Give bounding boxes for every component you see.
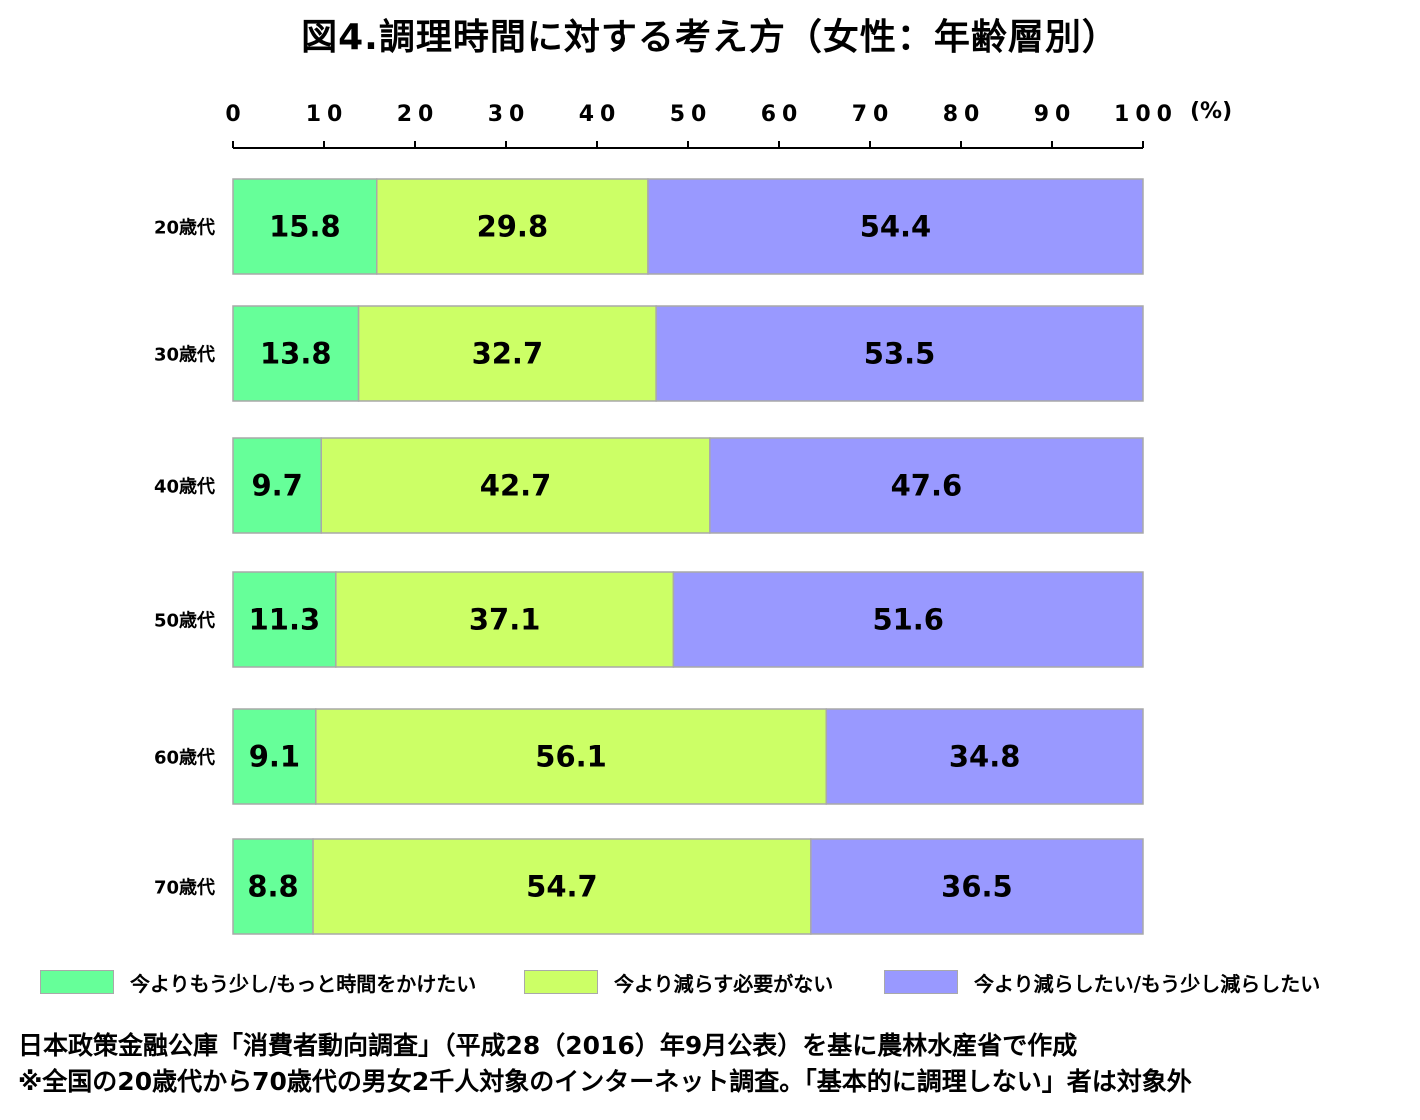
data-label: 13.8 xyxy=(260,337,332,371)
data-label: 47.6 xyxy=(891,469,963,503)
legend-label: 今より減らしたい/もう少し減らしたい xyxy=(974,972,1321,996)
x-tick-label: 20 xyxy=(397,102,440,127)
x-tick-label: 40 xyxy=(579,102,622,127)
data-label: 34.8 xyxy=(949,740,1021,774)
bar-segment xyxy=(357,305,657,402)
bar-segment xyxy=(825,708,1144,805)
category-label: 60歳代 xyxy=(154,748,215,769)
bar-segment xyxy=(647,178,1144,275)
chart-title: 図4.調理時間に対する考え方（女性：年齢層別） xyxy=(301,17,1119,58)
x-tick-label: 100 xyxy=(1114,102,1178,127)
legend-swatch xyxy=(524,970,598,994)
x-tick-label: 10 xyxy=(306,102,349,127)
bar-segment xyxy=(315,708,828,805)
data-label: 32.7 xyxy=(472,337,544,371)
bar-segment xyxy=(232,437,323,534)
category-labels: 20歳代 30歳代 40歳代 50歳代 60歳代 70歳代 xyxy=(154,218,215,899)
data-label: 8.8 xyxy=(247,870,298,904)
bar-segment xyxy=(320,437,711,534)
category-label: 20歳代 xyxy=(154,218,215,239)
source-note: 日本政策金融公庫「消費者動向調査」（平成28（2016）年9月公表）を基に農林水… xyxy=(18,1031,1078,1060)
data-label: 51.6 xyxy=(872,603,944,637)
data-label: 54.4 xyxy=(860,210,932,244)
data-label: 15.8 xyxy=(269,210,341,244)
bar-segment xyxy=(655,305,1144,402)
data-label: 11.3 xyxy=(249,603,321,637)
x-tick-label: 30 xyxy=(488,102,531,127)
stacked-bar-chart: 0 10 20 30 40 50 60 70 80 90 100 (%) 20歳代 30歳代 40歳代 50… xyxy=(154,99,1232,935)
legend-label: 今よりもう少し/もっと時間をかけたい xyxy=(130,972,477,996)
data-label: 56.1 xyxy=(535,740,607,774)
data-label: 54.7 xyxy=(526,870,598,904)
bar-segment xyxy=(810,838,1144,935)
category-label: 50歳代 xyxy=(154,611,215,632)
x-tick-label: 60 xyxy=(761,102,804,127)
legend-label: 今より減らす必要がない xyxy=(614,972,834,996)
bar-segment xyxy=(672,571,1144,668)
data-label: 53.5 xyxy=(864,337,936,371)
survey-note: ※全国の20歳代から70歳代の男女2千人対象のインターネット調査。「基本的に調理… xyxy=(18,1067,1192,1096)
data-label: 29.8 xyxy=(477,210,549,244)
x-tick-label: 80 xyxy=(943,102,986,127)
x-axis-unit: (%) xyxy=(1190,99,1232,124)
bar-segment xyxy=(335,571,675,668)
bar-segment xyxy=(232,178,378,275)
legend-swatch xyxy=(884,970,958,994)
x-tick-label: 0 xyxy=(225,102,246,127)
bar-segment xyxy=(709,437,1144,534)
x-tick-label: 50 xyxy=(670,102,713,127)
data-label: 37.1 xyxy=(469,603,541,637)
footnotes: 日本政策金融公庫「消費者動向調査」（平成28（2016）年9月公表）を基に農林水… xyxy=(18,1028,1408,1100)
data-label: 42.7 xyxy=(480,469,552,503)
category-label: 40歳代 xyxy=(154,477,215,498)
bar-segment xyxy=(312,838,812,935)
data-label: 36.5 xyxy=(941,870,1013,904)
bar-segment xyxy=(232,571,337,668)
bar-segment xyxy=(232,708,317,805)
legend-swatch xyxy=(40,970,114,994)
data-label: 9.1 xyxy=(249,740,300,774)
legend: 今よりもう少し/もっと時間をかけたい 今より減らす必要がない 今より減らしたい/もう… xyxy=(40,966,1400,1000)
data-label: 9.7 xyxy=(251,469,302,503)
x-tick-label: 90 xyxy=(1034,102,1077,127)
bars xyxy=(232,178,1144,935)
value-labels: 15.8 29.8 54.4 13.8 32.7 53.5 9.7 42.7 47.6 11.3 3… xyxy=(247,210,1020,904)
bar-segment xyxy=(232,305,360,402)
x-tick-label: 70 xyxy=(852,102,895,127)
category-label: 30歳代 xyxy=(154,345,215,366)
category-label: 70歳代 xyxy=(154,878,215,899)
x-axis: 0 10 20 30 40 50 60 70 80 90 100 (%) xyxy=(225,99,1232,149)
